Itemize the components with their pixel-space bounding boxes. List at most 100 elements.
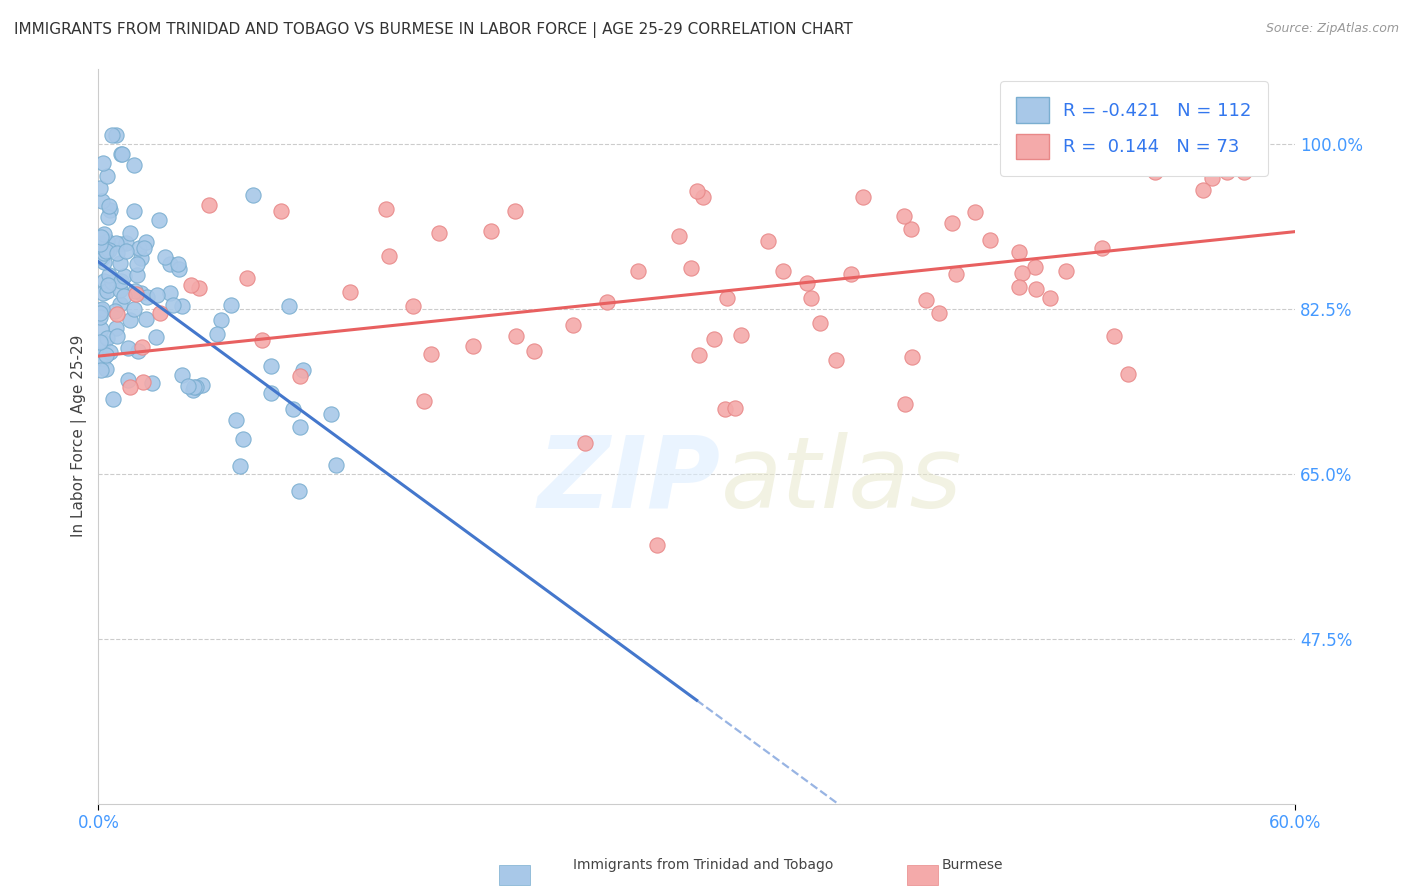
Point — [900, 222, 922, 236]
Point — [221, 298, 243, 312]
Point — [209, 312, 232, 326]
Point — [756, 234, 779, 248]
Point — [105, 307, 128, 321]
Point — [148, 213, 170, 227]
Point — [191, 378, 214, 392]
Point — [97, 243, 120, 257]
Point — [108, 256, 131, 270]
Point — [134, 241, 156, 255]
Point — [965, 204, 987, 219]
Point — [91, 252, 114, 266]
Point — [979, 233, 1001, 247]
Point — [1008, 245, 1031, 260]
Point — [91, 286, 114, 301]
Point — [596, 295, 619, 310]
Point — [146, 287, 169, 301]
Point — [159, 285, 181, 300]
Point — [89, 236, 111, 251]
Point — [412, 394, 434, 409]
Point — [98, 199, 121, 213]
Point — [1216, 165, 1239, 179]
Point — [685, 185, 707, 199]
Point — [135, 235, 157, 250]
Point — [159, 257, 181, 271]
Point — [131, 340, 153, 354]
Point — [172, 299, 194, 313]
Point — [114, 244, 136, 258]
Point — [96, 331, 118, 345]
Point — [98, 202, 121, 217]
Point — [278, 299, 301, 313]
Point — [1233, 165, 1256, 179]
Point — [118, 313, 141, 327]
Point — [181, 383, 204, 397]
Point — [117, 373, 139, 387]
Point — [1011, 266, 1033, 280]
Point — [319, 407, 342, 421]
Point — [89, 236, 111, 251]
Point — [198, 198, 221, 212]
Point — [1024, 260, 1046, 275]
Point — [129, 285, 152, 300]
Point — [808, 316, 831, 330]
Point — [125, 258, 148, 272]
Point — [839, 267, 862, 281]
Point — [89, 310, 111, 325]
Point — [692, 190, 714, 204]
Legend: R = -0.421   N = 112, R =  0.144   N = 73: R = -0.421 N = 112, R = 0.144 N = 73 — [1000, 81, 1268, 176]
Point — [108, 283, 131, 297]
Text: Immigrants from Trinidad and Tobago: Immigrants from Trinidad and Tobago — [572, 858, 834, 872]
Point — [97, 210, 120, 224]
Point — [104, 236, 127, 251]
Point — [1201, 170, 1223, 185]
Point — [91, 351, 114, 366]
Point — [145, 330, 167, 344]
Point — [91, 335, 114, 350]
Point — [91, 194, 114, 208]
Point — [1091, 241, 1114, 255]
Point — [124, 284, 146, 298]
Point — [716, 291, 738, 305]
Point — [176, 378, 198, 392]
Point — [290, 368, 312, 383]
Point — [187, 281, 209, 295]
Point — [90, 322, 112, 336]
Point — [730, 328, 752, 343]
Point — [229, 458, 252, 473]
Point — [167, 261, 190, 276]
Point — [796, 276, 818, 290]
Point — [170, 368, 193, 382]
Text: atlas: atlas — [721, 432, 962, 529]
Point — [132, 375, 155, 389]
Point — [479, 224, 502, 238]
Point — [135, 311, 157, 326]
Point — [900, 351, 922, 365]
Point — [97, 278, 120, 293]
Point — [225, 412, 247, 426]
Point — [98, 345, 121, 359]
Point — [688, 348, 710, 362]
Point — [90, 229, 112, 244]
Point — [645, 538, 668, 552]
Point — [290, 420, 312, 434]
Point — [402, 299, 425, 313]
Point — [894, 397, 917, 411]
Point — [110, 273, 132, 287]
Point — [128, 241, 150, 255]
Point — [420, 346, 443, 360]
Point — [89, 302, 111, 317]
Point — [89, 334, 111, 349]
Point — [945, 267, 967, 281]
Point — [852, 190, 875, 204]
Text: Source: ZipAtlas.com: Source: ZipAtlas.com — [1265, 22, 1399, 36]
Point — [941, 216, 963, 230]
Point — [1007, 280, 1029, 294]
Point — [101, 392, 124, 406]
Point — [155, 250, 177, 264]
Point — [98, 268, 121, 282]
Point — [1025, 282, 1047, 296]
Point — [270, 203, 292, 218]
Point — [111, 146, 134, 161]
Point — [104, 304, 127, 318]
Point — [259, 385, 281, 400]
